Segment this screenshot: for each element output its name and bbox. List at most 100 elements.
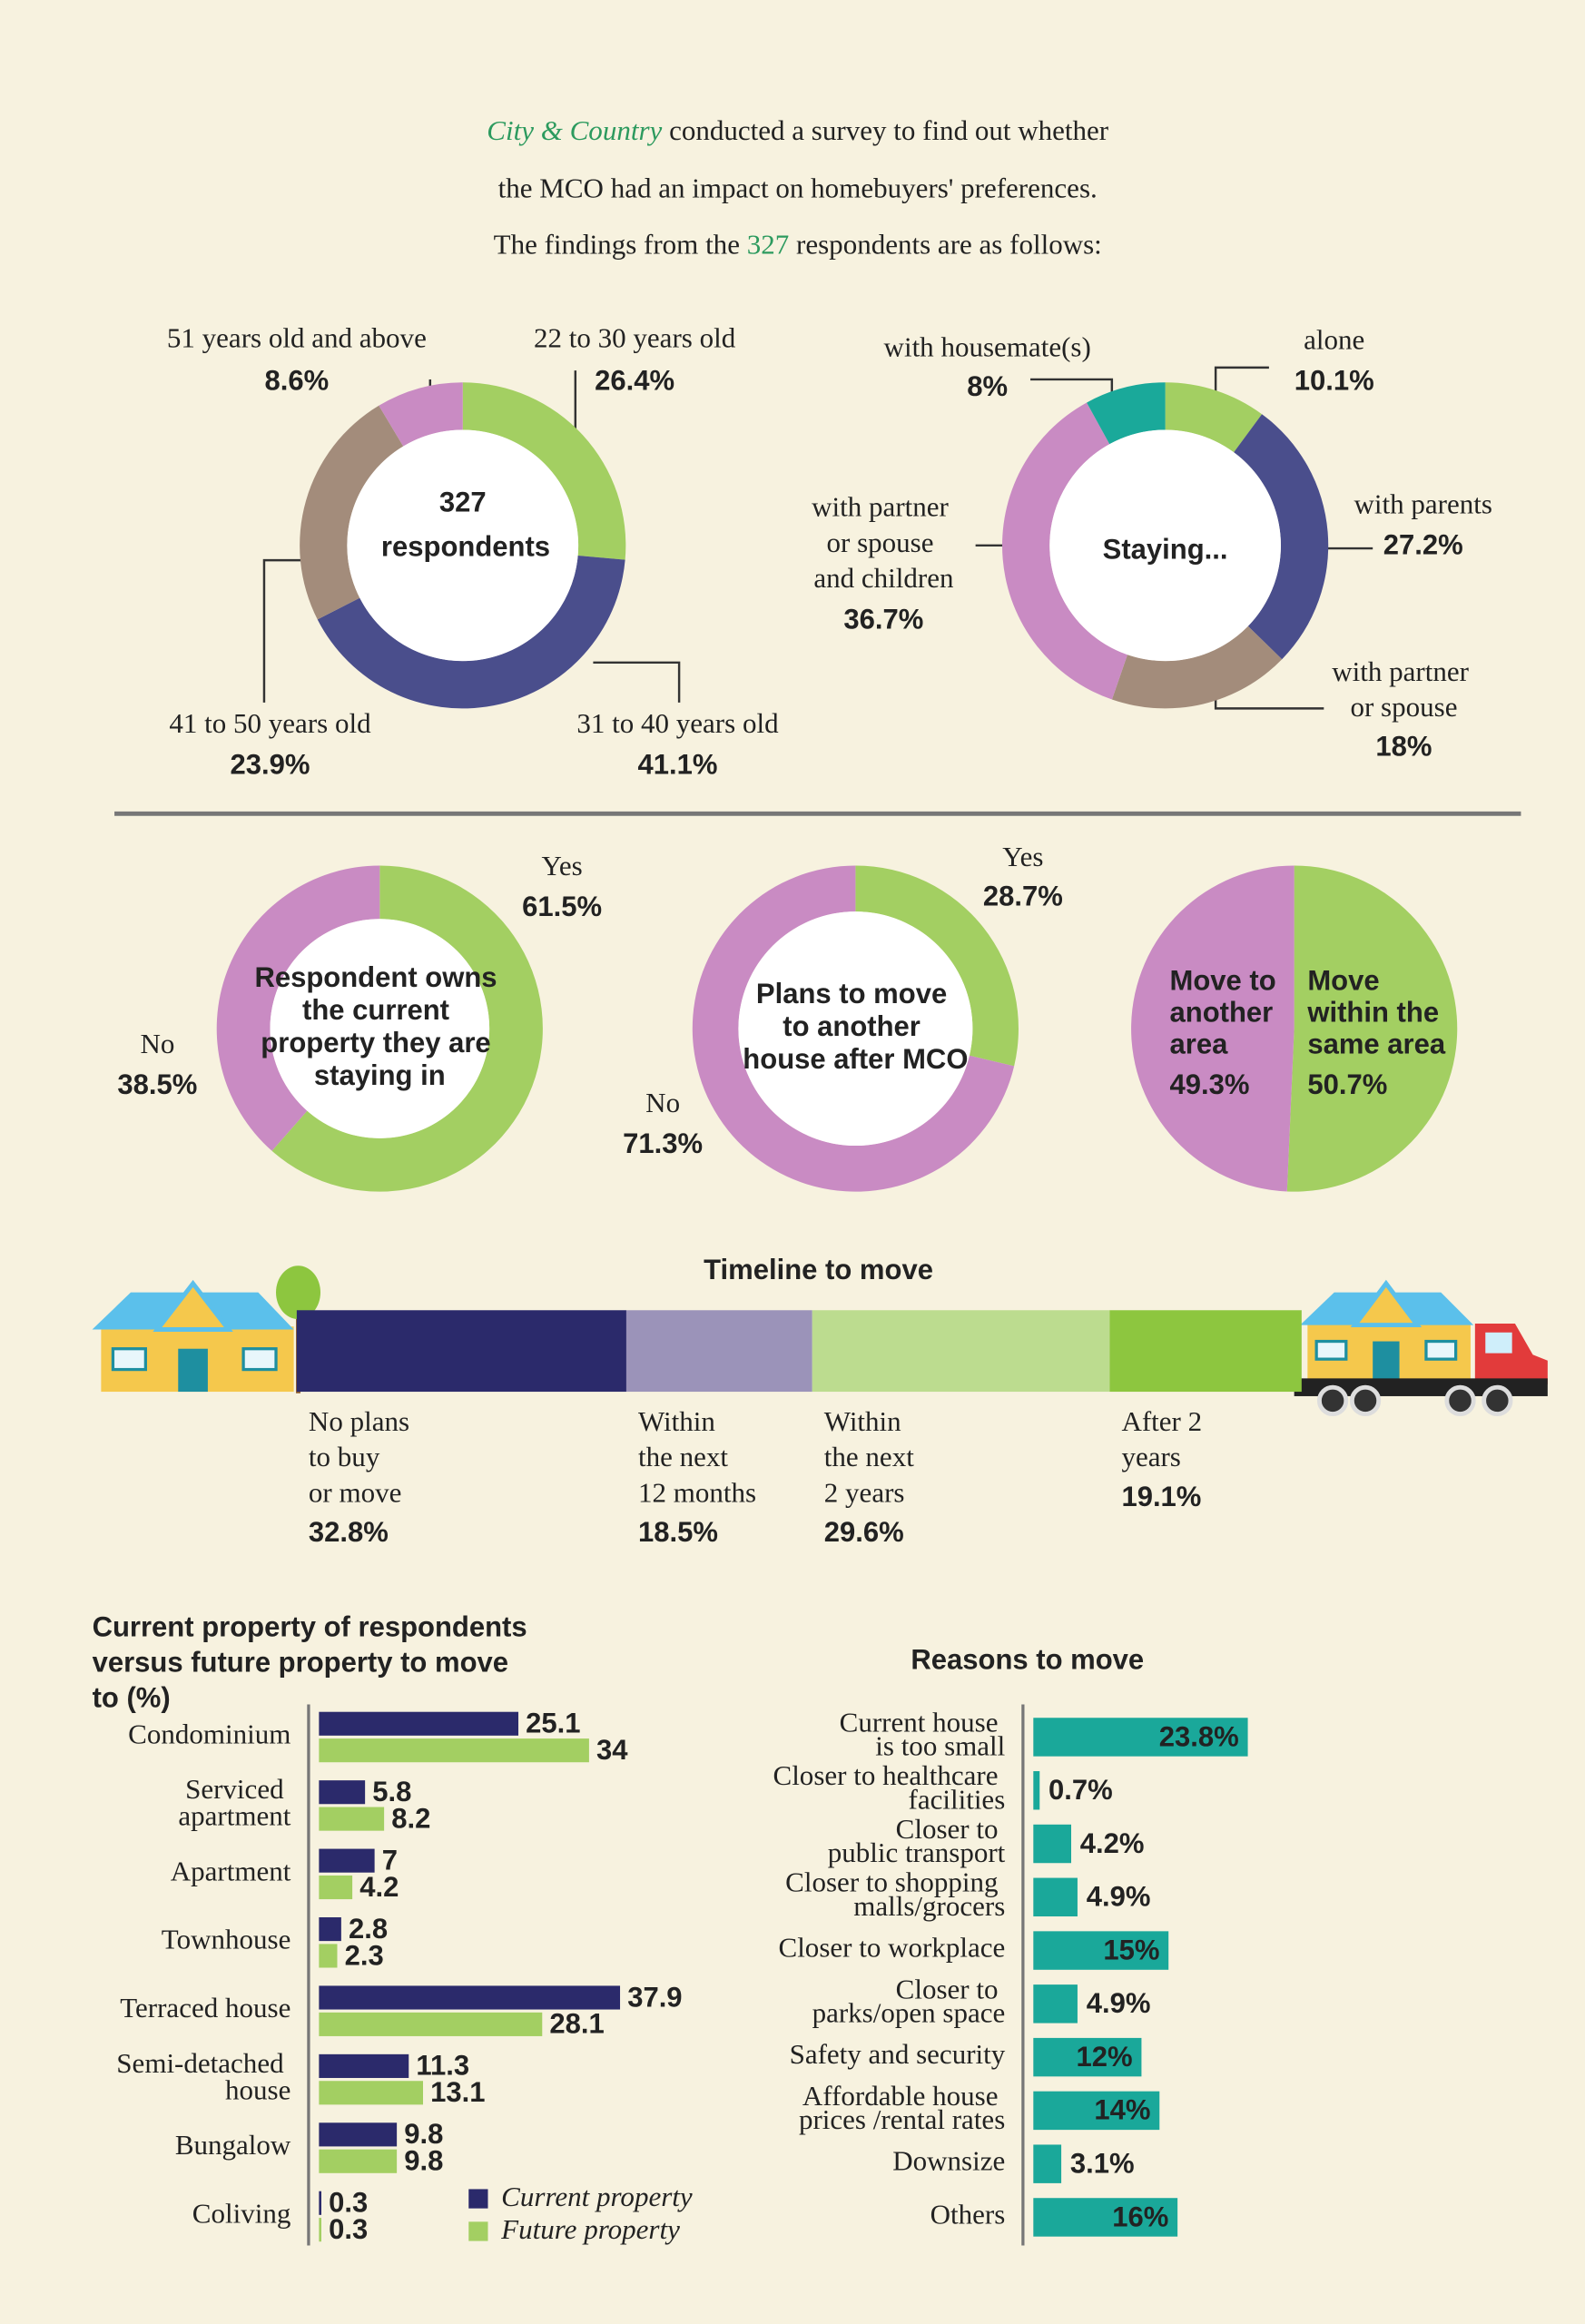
- category-label: Current house is too small: [840, 1707, 1006, 1762]
- text-line: to another: [783, 1010, 928, 1042]
- truck-wheel: [1349, 1384, 1382, 1416]
- category-label: No plans to buy or move: [309, 1405, 417, 1508]
- stacked-segment: [1109, 1310, 1302, 1393]
- text-line: 12 months: [638, 1476, 756, 1508]
- value-label: 49.3%: [1170, 1068, 1250, 1100]
- leader-line: [593, 661, 681, 703]
- value-label: 8%: [967, 370, 1008, 402]
- category-label: with parents: [1354, 487, 1491, 519]
- bar: [319, 1917, 341, 1942]
- value-label: 27.2%: [1383, 529, 1463, 561]
- value-label: 18%: [1375, 731, 1432, 763]
- text-line: Closer to healthcare: [773, 1759, 1006, 1791]
- donut-segment: [1165, 382, 1263, 453]
- text-line: property they are: [261, 1027, 498, 1059]
- value-label: 50.7%: [1307, 1068, 1387, 1100]
- text-line: Respondent owns: [254, 961, 505, 993]
- bar: [319, 2122, 398, 2147]
- bar: [319, 2191, 321, 2215]
- category-label: Closer to shopping malls/grocers: [785, 1866, 1005, 1922]
- bar: [319, 1711, 519, 1736]
- value-label: 5.8: [372, 1776, 411, 1807]
- value-label: 18.5%: [638, 1516, 718, 1548]
- bar: [1033, 2037, 1142, 2077]
- value-label: 13.1: [430, 2076, 485, 2108]
- center-text: Respondent owns the current property the…: [254, 961, 505, 1091]
- donut-hole: [270, 919, 490, 1138]
- donut-hole: [738, 911, 973, 1147]
- house-window: [111, 1347, 147, 1372]
- bar: [1033, 2144, 1062, 2183]
- title-line: The findings from the 327 respondents ar…: [494, 229, 1102, 261]
- title-text: conducted a survey to find out whether: [669, 114, 1109, 146]
- text-line: to buy: [309, 1441, 387, 1472]
- value-label: 4.9%: [1087, 1987, 1151, 2019]
- title-text: the MCO had an impact on homebuyers' pre…: [498, 172, 1098, 204]
- bar: [1033, 2198, 1178, 2237]
- value-label: 41.1%: [637, 748, 717, 780]
- text-line: Current house: [840, 1707, 1006, 1738]
- category-label: Within the next 2 years: [824, 1405, 921, 1508]
- leader-line: [262, 558, 306, 703]
- value-label: 19.1%: [1121, 1481, 1201, 1512]
- text-line: or spouse: [827, 527, 941, 558]
- category-label: Closer to parks/open space: [812, 1973, 1006, 2028]
- truck-wheel: [1316, 1384, 1349, 1416]
- donut-segment: [1002, 402, 1127, 700]
- value-label: 36.7%: [843, 603, 923, 635]
- bar: [319, 2012, 543, 2036]
- bar: [319, 1848, 375, 1873]
- text-line: Within: [638, 1405, 723, 1437]
- truck-window: [1485, 1332, 1512, 1354]
- bar: [319, 2218, 321, 2242]
- category-label: with partner or spouse: [1332, 655, 1475, 723]
- house-window: [241, 1347, 278, 1372]
- title-line: the MCO had an impact on homebuyers' pre…: [498, 172, 1098, 204]
- house-gable: [153, 1279, 233, 1332]
- text-line: same area: [1307, 1029, 1446, 1060]
- value-label: 2.8: [349, 1913, 388, 1945]
- category-label: 41 to 50 years old: [169, 707, 371, 739]
- bar: [1033, 1931, 1169, 1970]
- text-line: Closer to workplace: [779, 1932, 1006, 1964]
- bar: [1033, 1771, 1040, 1810]
- category-label: with housemate(s): [884, 330, 1091, 362]
- category-label: Others: [930, 2199, 1006, 2230]
- donut-segment: [271, 865, 543, 1192]
- text-line: 2 years: [824, 1476, 905, 1508]
- category-label: Affordable house prices /rental rates: [799, 2080, 1005, 2135]
- bar: [319, 1875, 353, 1900]
- bar: [319, 1807, 385, 1831]
- value-label: 28.1: [549, 2008, 604, 2040]
- text-line: Semi-detached: [116, 2047, 290, 2079]
- text-line: Terraced house: [120, 1992, 290, 2024]
- category-label: Downsize: [892, 2145, 1005, 2177]
- category-label: 51 years old and above: [167, 322, 427, 354]
- value-label: 14%: [1094, 2094, 1150, 2126]
- text-line: with partner: [1332, 655, 1475, 687]
- house-door: [1373, 1341, 1400, 1380]
- text-line: apartment: [178, 1800, 290, 1832]
- value-label: 2.3: [345, 1939, 384, 1971]
- donut-segment: [216, 865, 380, 1151]
- house-gable: [1350, 1279, 1423, 1328]
- house-window: [1314, 1339, 1348, 1361]
- category-label: 22 to 30 years old: [534, 322, 736, 354]
- category-label: Serviced apartment: [178, 1773, 290, 1831]
- category-label: 31 to 40 years old: [576, 707, 779, 739]
- legend-swatch: [468, 2189, 488, 2209]
- category-label: Condominium: [128, 1718, 290, 1750]
- value-label: 34: [596, 1734, 628, 1766]
- donut-segment: [1111, 625, 1283, 709]
- value-label: 71.3%: [623, 1128, 703, 1159]
- donut-hole: [347, 429, 579, 662]
- text-line: area: [1170, 1029, 1229, 1060]
- title-text: The findings from the: [494, 229, 740, 261]
- text-line: public transport: [828, 1837, 1006, 1868]
- category-label: Safety and security: [790, 2038, 1006, 2070]
- bar: [319, 1738, 589, 1763]
- value-label: 23.9%: [231, 748, 310, 780]
- house-left: [92, 1265, 320, 1393]
- text-line: Downsize: [892, 2145, 1005, 2177]
- value-label: 9.8: [404, 2118, 443, 2150]
